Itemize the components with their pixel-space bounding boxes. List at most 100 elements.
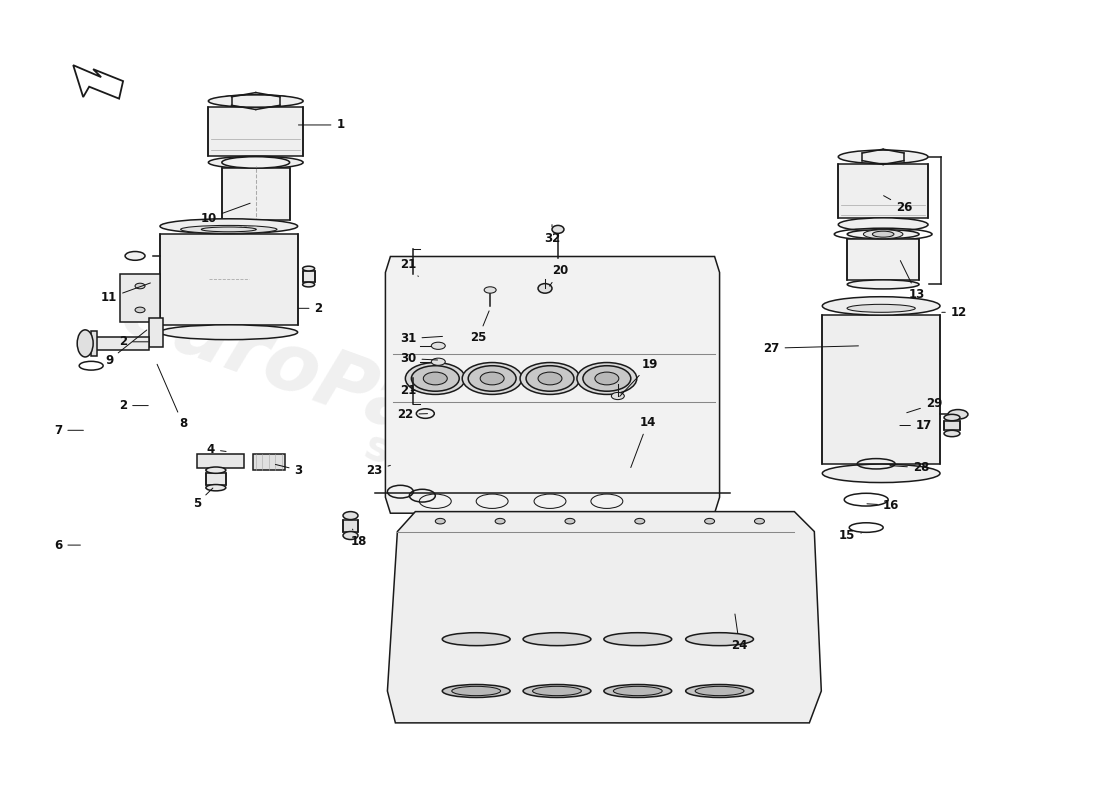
Text: 4: 4 — [207, 443, 227, 456]
Ellipse shape — [538, 372, 562, 385]
Ellipse shape — [214, 94, 297, 107]
Polygon shape — [944, 421, 960, 430]
Ellipse shape — [635, 518, 645, 524]
Text: 32: 32 — [543, 225, 560, 246]
Ellipse shape — [526, 366, 574, 391]
Polygon shape — [604, 639, 672, 691]
Ellipse shape — [705, 518, 715, 524]
Text: 11: 11 — [101, 283, 151, 305]
Ellipse shape — [583, 366, 630, 391]
Ellipse shape — [823, 297, 940, 315]
Ellipse shape — [160, 325, 298, 340]
Text: 14: 14 — [630, 416, 656, 467]
Ellipse shape — [565, 518, 575, 524]
Ellipse shape — [864, 230, 903, 238]
Text: 9: 9 — [104, 330, 146, 366]
Text: 21: 21 — [400, 258, 418, 277]
Polygon shape — [206, 474, 225, 485]
Text: 21: 21 — [400, 384, 417, 397]
Ellipse shape — [484, 286, 496, 293]
Text: 28: 28 — [890, 462, 930, 474]
Ellipse shape — [343, 531, 358, 539]
Ellipse shape — [944, 430, 960, 437]
Ellipse shape — [847, 230, 920, 238]
Text: 20: 20 — [550, 264, 568, 286]
Polygon shape — [253, 454, 285, 470]
Ellipse shape — [160, 218, 298, 234]
Text: 30: 30 — [400, 352, 438, 365]
Ellipse shape — [524, 685, 591, 698]
Ellipse shape — [77, 330, 94, 357]
Ellipse shape — [125, 251, 145, 260]
Polygon shape — [387, 512, 822, 723]
Ellipse shape — [595, 372, 619, 385]
Text: 2: 2 — [119, 335, 148, 348]
Text: 31: 31 — [400, 332, 442, 345]
Ellipse shape — [520, 362, 580, 394]
Polygon shape — [442, 639, 510, 691]
Text: 29: 29 — [906, 398, 943, 413]
Text: 26: 26 — [883, 196, 912, 214]
Ellipse shape — [614, 686, 662, 696]
Ellipse shape — [532, 686, 582, 696]
Text: 5: 5 — [192, 488, 213, 510]
Ellipse shape — [208, 95, 304, 107]
Ellipse shape — [431, 358, 446, 366]
Polygon shape — [91, 330, 97, 356]
Polygon shape — [160, 234, 298, 325]
Ellipse shape — [222, 157, 289, 168]
Polygon shape — [385, 257, 719, 514]
Text: 17: 17 — [900, 419, 932, 432]
Polygon shape — [91, 337, 148, 350]
Ellipse shape — [612, 393, 625, 400]
Ellipse shape — [604, 633, 672, 646]
Ellipse shape — [436, 518, 446, 524]
Ellipse shape — [685, 685, 754, 698]
Text: 13: 13 — [900, 261, 925, 302]
Ellipse shape — [538, 284, 552, 293]
Ellipse shape — [462, 362, 522, 394]
Text: 7: 7 — [54, 424, 84, 437]
Text: 10: 10 — [200, 203, 250, 225]
Text: 12: 12 — [942, 306, 967, 319]
Ellipse shape — [695, 686, 744, 696]
Ellipse shape — [872, 231, 894, 237]
Text: 22: 22 — [397, 408, 428, 421]
Ellipse shape — [469, 366, 516, 391]
Polygon shape — [302, 271, 315, 282]
Polygon shape — [197, 454, 244, 468]
Ellipse shape — [431, 342, 446, 350]
Text: 19: 19 — [619, 358, 658, 396]
Ellipse shape — [222, 221, 289, 232]
Text: 15: 15 — [839, 529, 861, 542]
Text: 16: 16 — [867, 498, 900, 512]
Ellipse shape — [524, 633, 591, 646]
Polygon shape — [208, 107, 304, 156]
Text: 25: 25 — [470, 311, 490, 344]
Ellipse shape — [838, 218, 928, 231]
Polygon shape — [847, 238, 920, 280]
Text: 27: 27 — [763, 342, 858, 354]
Ellipse shape — [823, 464, 940, 482]
Polygon shape — [524, 639, 591, 691]
Ellipse shape — [576, 362, 637, 394]
Polygon shape — [343, 519, 358, 531]
Ellipse shape — [206, 485, 225, 491]
Text: 18: 18 — [350, 529, 366, 549]
Ellipse shape — [685, 633, 754, 646]
Ellipse shape — [206, 467, 225, 474]
Ellipse shape — [180, 226, 277, 234]
Ellipse shape — [302, 282, 315, 287]
Ellipse shape — [208, 156, 304, 169]
Ellipse shape — [452, 686, 500, 696]
Ellipse shape — [406, 362, 465, 394]
Ellipse shape — [838, 150, 928, 164]
Text: 2: 2 — [119, 399, 148, 412]
Ellipse shape — [302, 266, 315, 271]
Text: 2: 2 — [298, 302, 322, 315]
Text: since 1985: since 1985 — [359, 425, 609, 550]
Ellipse shape — [135, 307, 145, 313]
Ellipse shape — [948, 410, 968, 419]
Ellipse shape — [495, 518, 505, 524]
Ellipse shape — [442, 633, 510, 646]
